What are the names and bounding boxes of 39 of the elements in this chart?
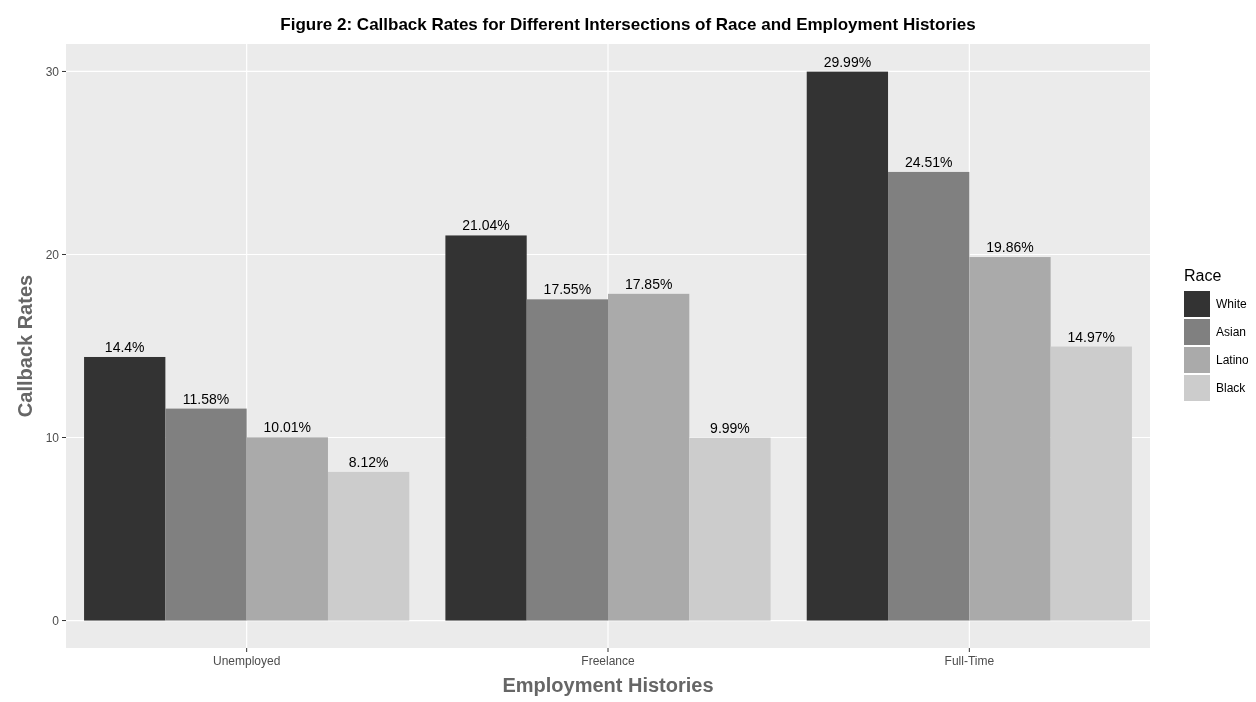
- data-label: 17.55%: [543, 281, 592, 298]
- data-label: 14.4%: [104, 338, 145, 355]
- bar: [327, 471, 410, 621]
- bar: [969, 257, 1051, 621]
- data-label: 24.51%: [904, 153, 953, 170]
- data-label: 8.12%: [348, 453, 389, 470]
- chart-title: Figure 2: Callback Rates for Different Intersections of Race and Employment Histories: [280, 15, 976, 34]
- data-label: 29.99%: [823, 53, 872, 70]
- x-axis-title: Employment Histories: [502, 674, 714, 696]
- y-axis-title: Callback Rates: [14, 274, 36, 418]
- bar: [246, 437, 328, 621]
- bar: [608, 293, 690, 621]
- data-label: 14.97%: [1067, 328, 1116, 345]
- legend-label: Latino: [1216, 353, 1250, 368]
- bar: [1050, 346, 1132, 621]
- x-tick-label: Full-Time: [944, 654, 995, 668]
- legend-label: Asian: [1216, 325, 1247, 340]
- legend-label: Black: [1216, 381, 1247, 396]
- y-tick-label: 20: [45, 247, 60, 262]
- data-label: 10.01%: [263, 419, 312, 436]
- legend-label: White: [1216, 297, 1247, 312]
- data-label: 17.85%: [624, 275, 673, 292]
- bar: [445, 235, 527, 621]
- y-tick-label: 0: [52, 613, 60, 628]
- y-tick-label: 30: [45, 64, 60, 79]
- bar: [84, 356, 166, 621]
- bar: [526, 299, 608, 621]
- data-label: 9.99%: [710, 419, 750, 436]
- x-tick-label: Unemployed: [212, 654, 281, 668]
- data-label: 11.58%: [182, 390, 230, 407]
- bar: [165, 408, 247, 621]
- bar: [689, 437, 771, 621]
- data-label: 21.04%: [462, 217, 510, 234]
- y-tick-label: 10: [45, 430, 60, 445]
- x-tick-label: Freelance: [581, 654, 635, 668]
- bar: [888, 171, 970, 621]
- data-label: 19.86%: [986, 239, 1034, 256]
- bar: [806, 71, 889, 621]
- legend-title: Race: [1184, 267, 1222, 284]
